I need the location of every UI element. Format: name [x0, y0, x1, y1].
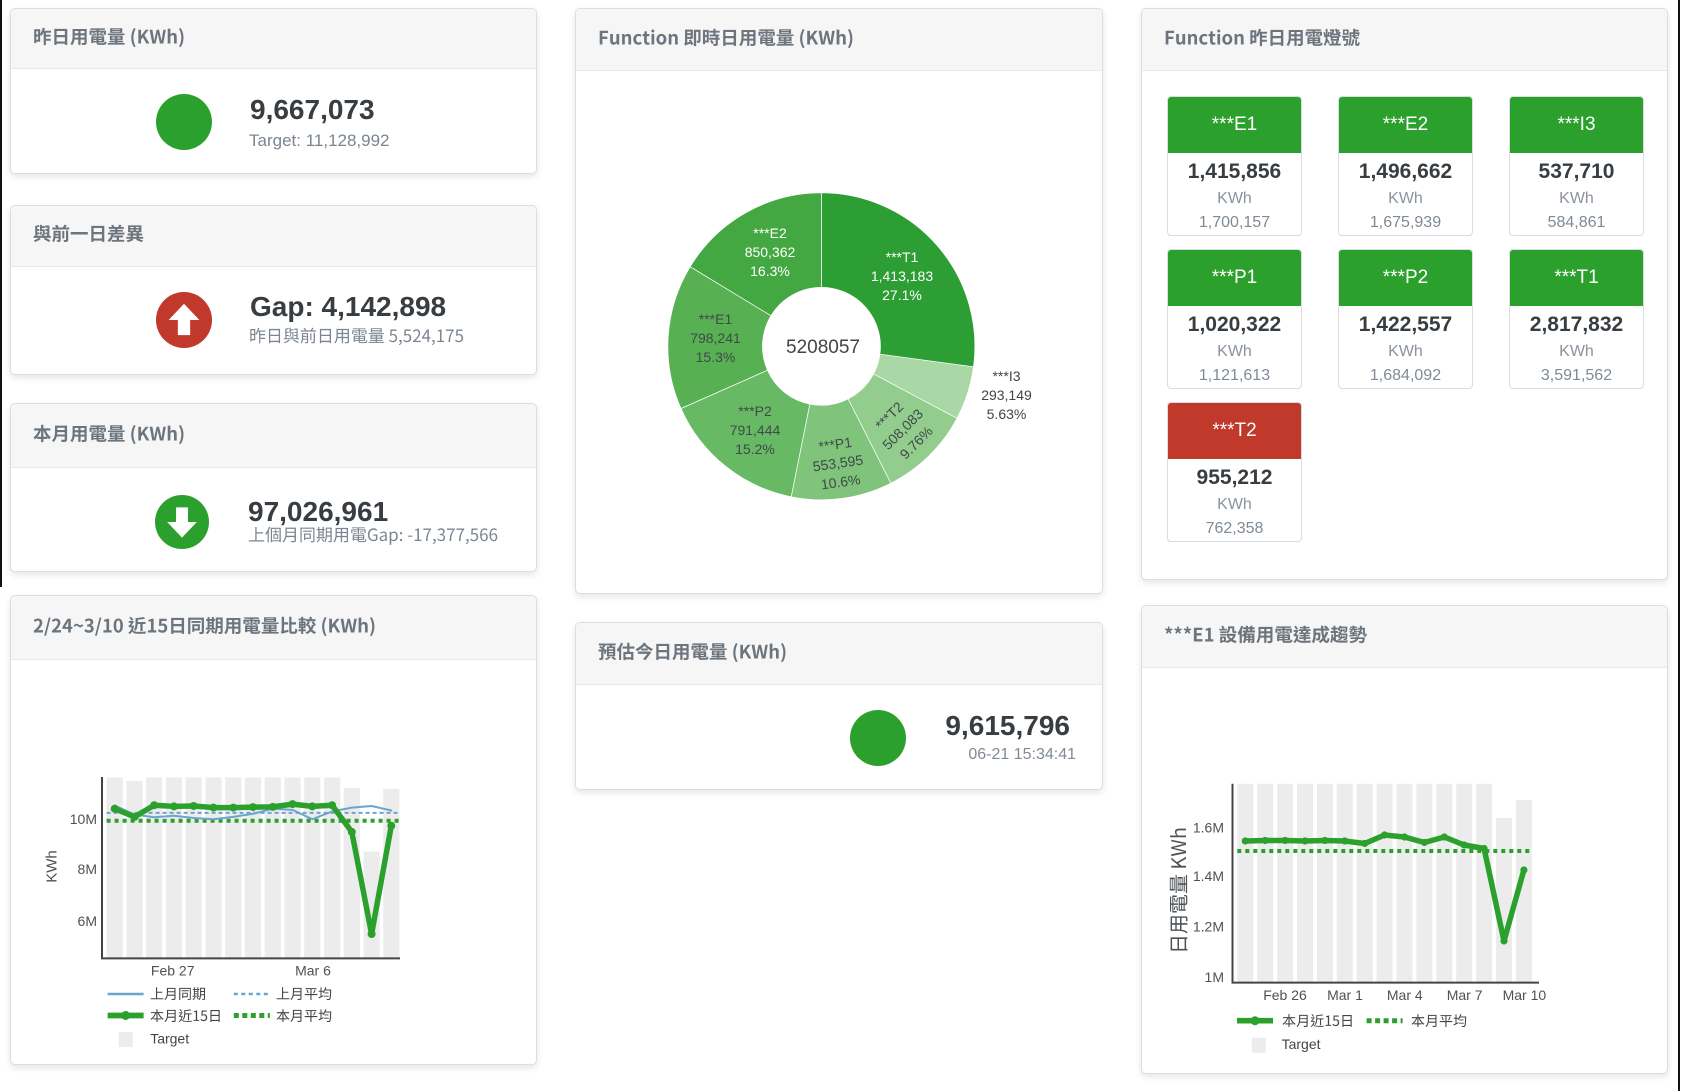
svg-text:6M: 6M — [78, 913, 97, 929]
svg-text:Mar 6: Mar 6 — [295, 963, 331, 979]
svg-text:Mar 1: Mar 1 — [1327, 987, 1363, 1003]
svg-text:1.6M: 1.6M — [1193, 819, 1224, 835]
svg-text:Mar 10: Mar 10 — [1503, 987, 1547, 1003]
svg-text:Mar 4: Mar 4 — [1387, 987, 1423, 1003]
svg-text:1.2M: 1.2M — [1193, 919, 1224, 935]
svg-text:8M: 8M — [78, 861, 97, 877]
svg-text:1.4M: 1.4M — [1193, 868, 1224, 884]
svg-text:1M: 1M — [1205, 969, 1224, 985]
svg-text:Mar 7: Mar 7 — [1447, 987, 1483, 1003]
svg-text:Feb 26: Feb 26 — [1263, 987, 1307, 1003]
svg-text:KWh: KWh — [44, 850, 61, 883]
svg-text:Feb 27: Feb 27 — [151, 963, 195, 979]
svg-text:10M: 10M — [70, 811, 97, 827]
svg-text:Target: Target — [1282, 1036, 1321, 1052]
svg-text:Target: Target — [150, 1031, 189, 1047]
